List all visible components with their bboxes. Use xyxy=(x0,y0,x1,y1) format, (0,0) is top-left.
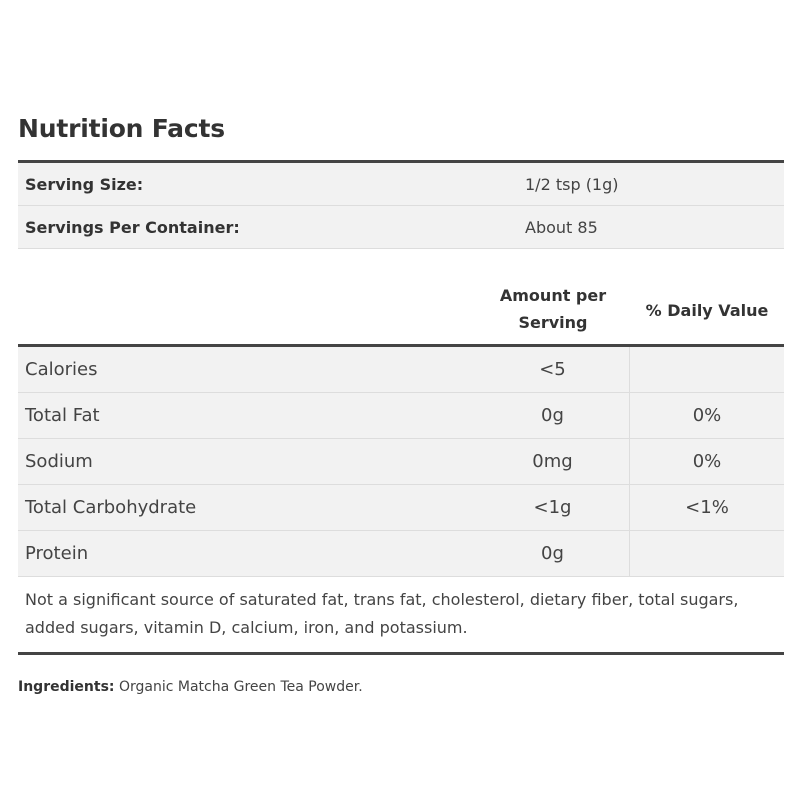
nutrient-row-protein: Protein 0g xyxy=(18,531,784,577)
serving-size-value: 1/2 tsp (1g) xyxy=(525,174,619,194)
servings-per-container-label: Servings Per Container: xyxy=(25,217,240,237)
nutrient-row-total-fat: Total Fat 0g 0% xyxy=(18,393,784,439)
servings-per-container-row: Servings Per Container: About 85 xyxy=(18,206,784,249)
serving-size-label: Serving Size: xyxy=(25,174,144,194)
nutrient-name: Protein xyxy=(25,543,89,564)
nutrient-name: Sodium xyxy=(25,451,93,472)
nutrient-amount: 0g xyxy=(476,531,630,576)
nutrient-amount: <5 xyxy=(476,347,630,392)
nutrient-daily-value: <1% xyxy=(685,497,729,518)
serving-info-table: Serving Size: 1/2 tsp (1g) Servings Per … xyxy=(18,160,784,249)
nutrient-daily-value: 0% xyxy=(692,405,722,426)
nutrient-daily-value: 0% xyxy=(692,451,722,472)
nutrient-table-header: Amount per Serving % Daily Value xyxy=(18,276,784,347)
daily-value-header: % Daily Value xyxy=(645,300,769,320)
nutrient-daily-value xyxy=(630,531,784,576)
nutrient-table: Amount per Serving % Daily Value Calorie… xyxy=(18,276,784,655)
nutrient-name-header xyxy=(18,276,476,344)
nutrient-name: Total Fat xyxy=(25,405,100,426)
nutrient-amount: 0g xyxy=(476,393,630,438)
nutrient-row-sodium: Sodium 0mg 0% xyxy=(18,439,784,485)
nutrient-name: Calories xyxy=(25,359,98,380)
page-title: Nutrition Facts xyxy=(18,114,225,143)
footnote: Not a significant source of saturated fa… xyxy=(18,577,784,655)
ingredients: Ingredients: Organic Matcha Green Tea Po… xyxy=(18,679,363,695)
amount-header-line2: Serving xyxy=(518,313,588,332)
nutrient-amount: <1g xyxy=(476,485,630,530)
amount-header-line1: Amount per xyxy=(499,286,607,305)
nutrient-amount: 0mg xyxy=(476,439,630,484)
amount-per-serving-header: Amount per Serving xyxy=(476,276,630,344)
nutrient-row-total-carbohydrate: Total Carbohydrate <1g <1% xyxy=(18,485,784,531)
nutrient-name: Total Carbohydrate xyxy=(25,497,197,518)
serving-size-row: Serving Size: 1/2 tsp (1g) xyxy=(18,163,784,206)
nutrient-daily-value xyxy=(630,347,784,392)
ingredients-label: Ingredients: xyxy=(18,679,115,695)
nutrient-row-calories: Calories <5 xyxy=(18,347,784,393)
ingredients-text: Organic Matcha Green Tea Powder. xyxy=(118,679,363,695)
servings-per-container-value: About 85 xyxy=(525,217,598,237)
